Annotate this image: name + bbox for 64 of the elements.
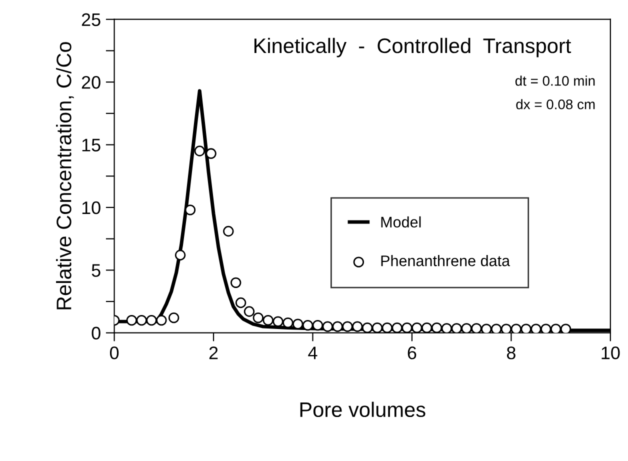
y-axis-title: Relative Concentration, C/Co — [56, 42, 74, 310]
point — [244, 306, 255, 317]
point — [168, 312, 180, 324]
point — [174, 250, 186, 260]
point — [412, 322, 422, 333]
y-tick-label: 5 — [92, 264, 100, 277]
y-tick-label: 20 — [82, 76, 100, 89]
point — [471, 323, 482, 333]
point — [500, 324, 512, 333]
legend-label: Phenanthrene data — [381, 255, 510, 266]
point — [441, 323, 452, 333]
point — [312, 320, 324, 331]
x-tick-label: 6 — [408, 346, 416, 360]
point — [136, 314, 147, 326]
point — [510, 324, 522, 333]
point — [206, 148, 216, 159]
point — [540, 324, 552, 333]
point — [560, 324, 572, 333]
point — [461, 323, 472, 333]
y-tick-label: 25 — [82, 13, 100, 26]
x-tick-label: 2 — [209, 346, 218, 360]
point — [431, 322, 442, 333]
x-axis-title: Pore volumes — [300, 402, 426, 418]
point — [352, 321, 363, 332]
point — [382, 322, 393, 333]
y-tick-label: 10 — [82, 201, 100, 214]
point — [146, 314, 157, 326]
point — [302, 320, 314, 331]
point — [392, 322, 402, 333]
y-tick-label: 15 — [82, 138, 100, 152]
point — [372, 322, 383, 333]
y-tick-label: 0 — [92, 326, 100, 340]
annotation: dx = 0.08 cm — [516, 99, 595, 110]
point — [530, 324, 542, 333]
text: Kinetically - Controlled Transport — [254, 38, 572, 58]
point — [126, 314, 138, 326]
x-tick-label: 8 — [506, 346, 516, 360]
point — [451, 323, 462, 333]
point — [194, 146, 205, 156]
point — [235, 297, 246, 308]
point — [362, 322, 373, 333]
point — [262, 314, 274, 326]
point — [230, 277, 242, 288]
x-tick-label: 0 — [110, 346, 119, 360]
point — [490, 324, 502, 333]
point — [292, 318, 304, 330]
x-tick-label: 10 — [602, 346, 620, 360]
point — [342, 321, 353, 332]
point — [322, 321, 333, 332]
point — [332, 321, 343, 332]
point — [272, 316, 284, 327]
point — [156, 314, 167, 326]
point — [550, 324, 562, 333]
point — [252, 312, 264, 324]
annotation: dt = 0.10 min — [515, 76, 595, 86]
point — [402, 322, 412, 333]
point — [520, 324, 532, 333]
legend-label: Model — [381, 216, 421, 228]
x-tick-label: 4 — [308, 346, 318, 360]
point — [223, 226, 234, 237]
point — [282, 317, 294, 328]
point — [481, 324, 492, 333]
point — [422, 322, 432, 333]
point — [184, 204, 196, 216]
